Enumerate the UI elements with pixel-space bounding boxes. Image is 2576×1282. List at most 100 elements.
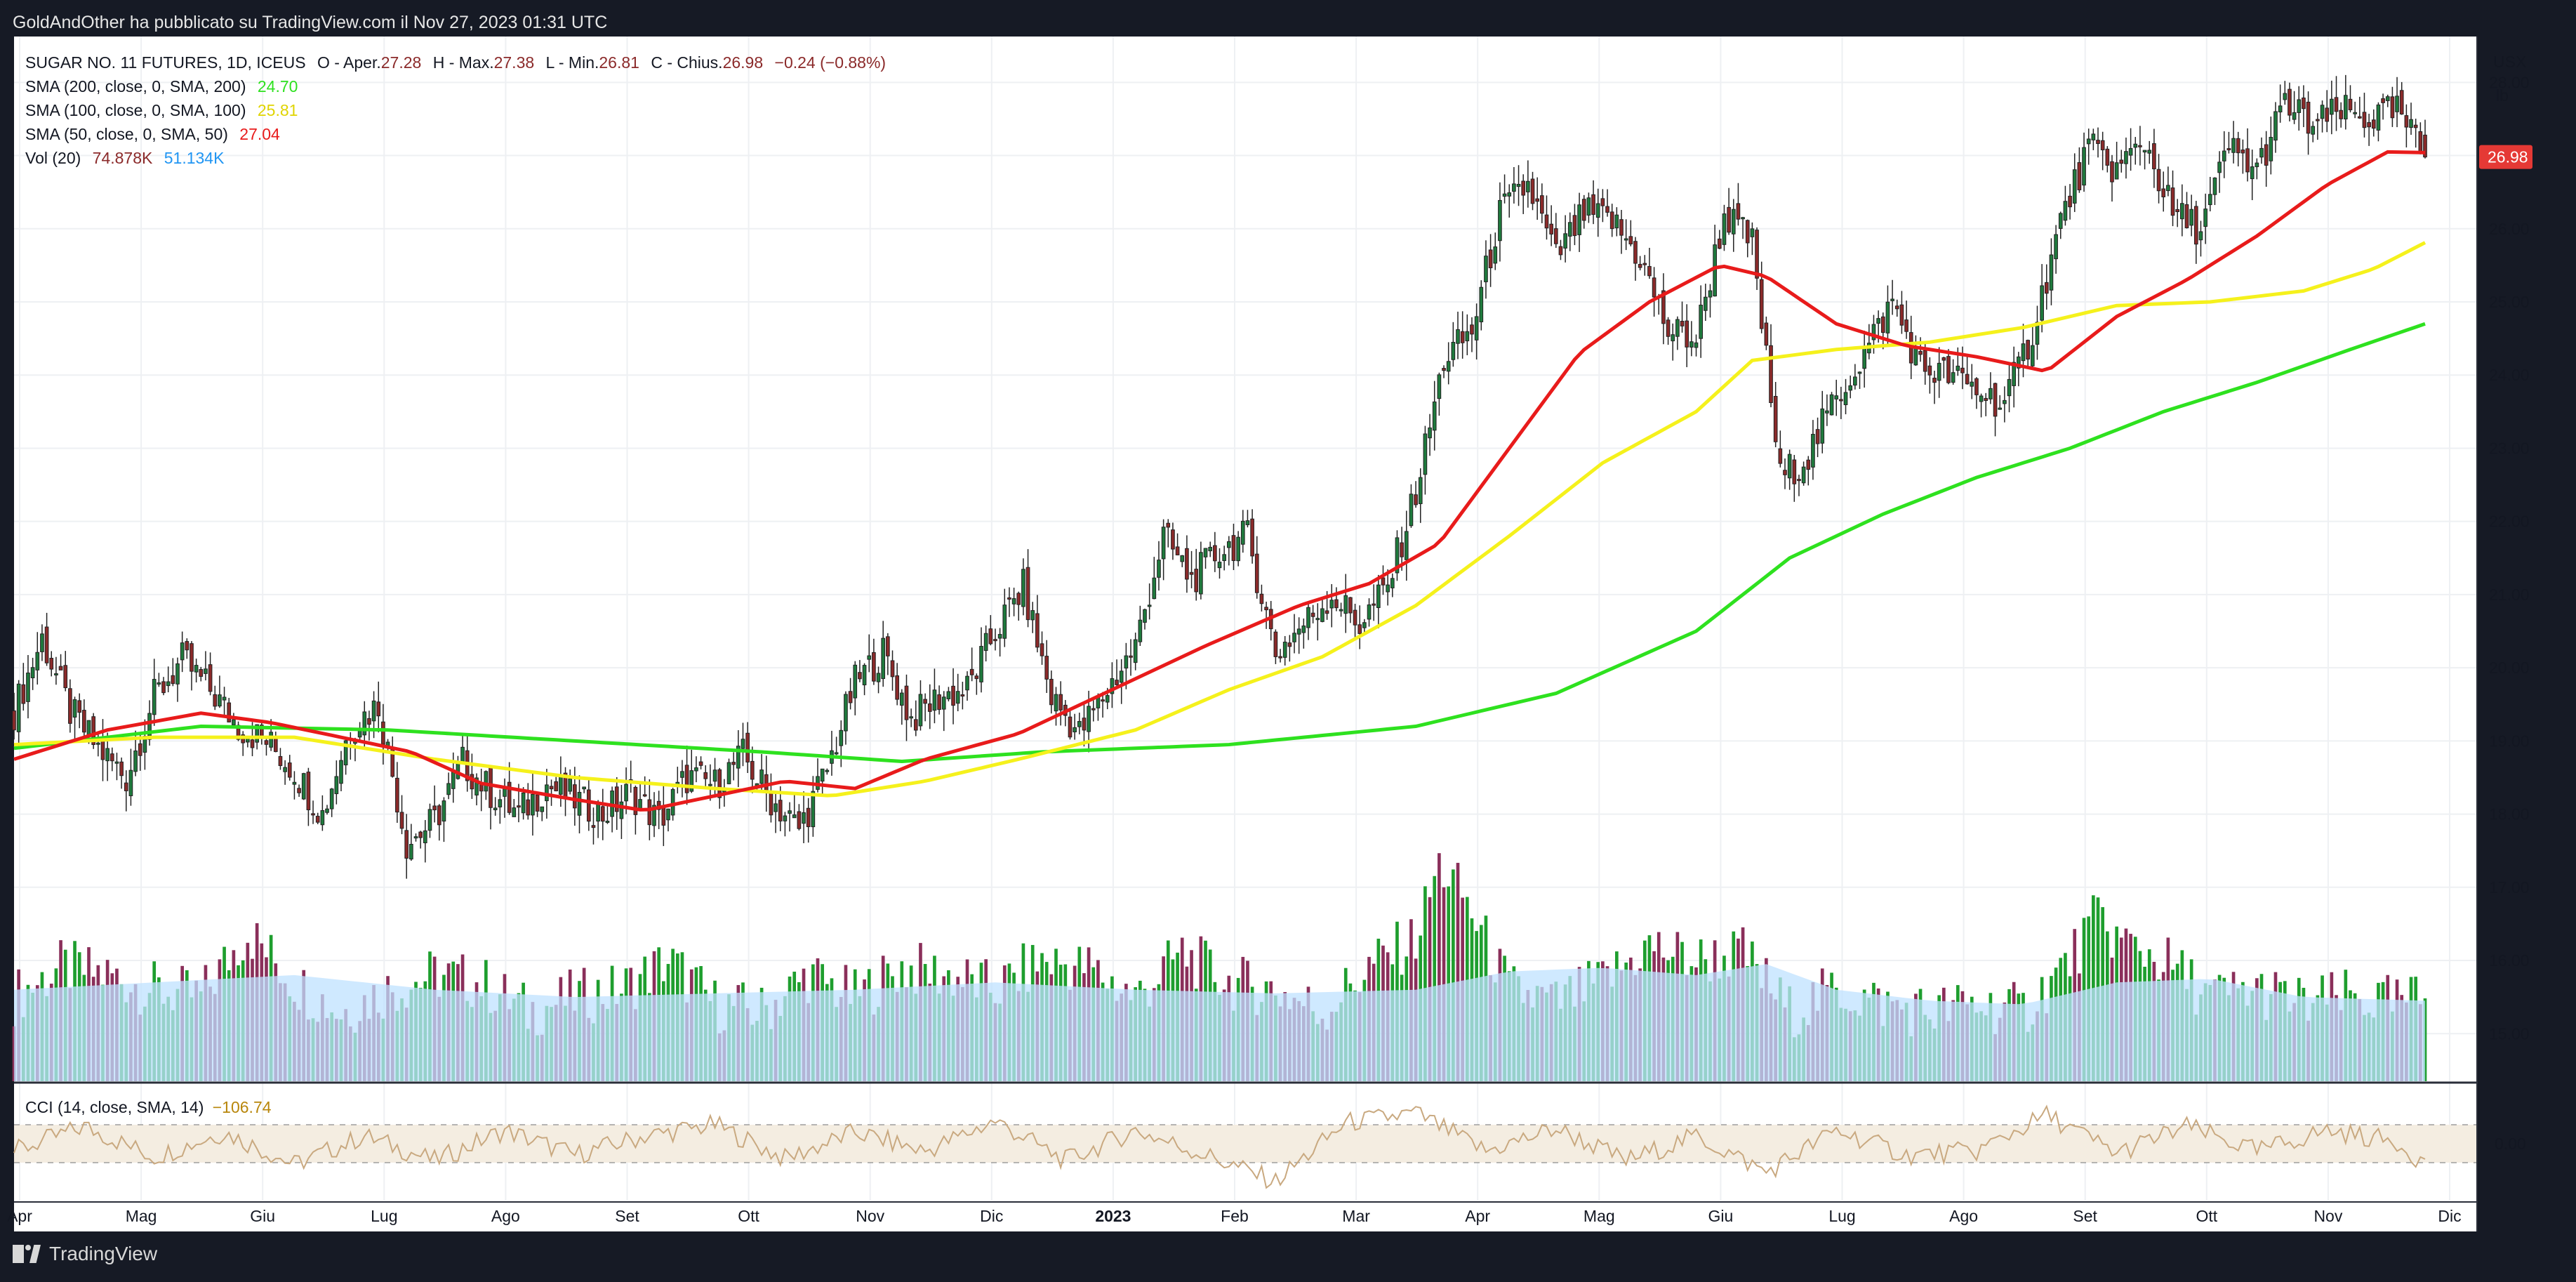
candle-body [1628, 236, 1633, 245]
candle-body [1843, 392, 1848, 406]
candle-body [1727, 206, 1731, 233]
candle-body [26, 673, 30, 702]
candle-body [2273, 111, 2278, 141]
candle-body [1638, 263, 1642, 268]
candle-body [2110, 161, 2114, 183]
candle-body [63, 665, 68, 689]
candle-body [1376, 584, 1381, 609]
candle-body [297, 788, 301, 793]
candle-body [1736, 203, 1741, 220]
candle-body [2367, 122, 2371, 128]
candle-body [951, 685, 955, 706]
candle-body [1526, 180, 1530, 192]
candle-body [2128, 147, 2133, 156]
candle-body [750, 760, 755, 780]
candle-body [283, 767, 287, 772]
tradingview-icon [13, 1245, 41, 1263]
candle-body [1764, 322, 1769, 346]
symbol-legend[interactable]: SUGAR NO. 11 FUTURES, 1D, ICEUS O - Aper… [25, 51, 886, 74]
candle-body [881, 637, 886, 680]
candle-body [927, 703, 932, 712]
candle-body [1254, 553, 1259, 593]
candle-body [2278, 105, 2283, 113]
candle-body [549, 786, 554, 790]
candle-body [988, 628, 993, 645]
candle-body [2283, 93, 2288, 100]
sma100-legend[interactable]: SMA (100, close, 0, SMA, 100) 25.81 [25, 98, 886, 122]
candle-body [670, 788, 675, 816]
candle-body [1087, 706, 1091, 732]
candle-body [1386, 584, 1390, 593]
sma200-legend[interactable]: SMA (200, close, 0, SMA, 200) 24.70 [25, 74, 886, 98]
candle-body [600, 806, 605, 822]
candle-body [208, 664, 213, 692]
candle-body [1292, 633, 1296, 642]
axes: USXlb28.0027.0026.0025.0024.0023.0022.00… [7, 37, 2532, 1231]
candle-body [2040, 285, 2044, 321]
candle-body [451, 772, 456, 789]
candle-body [2255, 162, 2259, 168]
candle-body [1989, 388, 1993, 399]
candle-body [717, 769, 722, 798]
candle-body [1553, 228, 1558, 244]
candle-body [119, 761, 124, 777]
candle-body [484, 771, 489, 792]
candle-body [1432, 401, 1437, 431]
candle-body [1129, 655, 1133, 658]
candle-body [1161, 527, 1166, 560]
cci-legend[interactable]: CCI (14, close, SMA, 14) −106.74 [25, 1098, 272, 1117]
volume-legend[interactable]: Vol (20) 74.878K 51.134K [25, 146, 886, 170]
candle-body [1801, 466, 1806, 484]
candle-body [2259, 147, 2264, 158]
candle-body [437, 805, 441, 826]
candle-body [1871, 324, 1876, 341]
candle-body [1138, 619, 1143, 642]
candle-body [1558, 246, 1563, 256]
candle-body [1264, 607, 1268, 611]
candle-body [1773, 395, 1778, 442]
candle-body [2320, 105, 2325, 119]
candle-body [1839, 399, 1843, 402]
candle-body [2311, 126, 2316, 135]
candle-body [698, 761, 703, 766]
candle-body [689, 770, 694, 792]
candle-body [1418, 477, 1423, 504]
candle-body [82, 710, 86, 733]
candle-body [806, 807, 811, 828]
candle-body [2292, 112, 2297, 120]
candle-body [647, 799, 652, 826]
candle-body [1213, 545, 1217, 562]
candle-body [1423, 433, 1428, 475]
candle-body [1572, 215, 1577, 237]
volume-bar [1433, 875, 1437, 1081]
candle-body [124, 782, 128, 791]
publisher-bar: GoldAndOther ha pubblicato su TradingVie… [0, 0, 2576, 37]
candle-body [862, 665, 867, 686]
candle-body [797, 811, 802, 829]
candle-body [1446, 361, 1451, 372]
candle-body [1301, 625, 1306, 633]
tradingview-logo[interactable]: TradingView [13, 1243, 157, 1265]
price-tick-label: 15.00 [2489, 1024, 2530, 1043]
time-tick-label: Apr [7, 1207, 32, 1225]
time-tick-label: Dic [980, 1207, 1003, 1225]
candle-body [937, 694, 941, 711]
cci-value: −106.74 [212, 1098, 272, 1116]
candle-body [1498, 199, 1502, 242]
candle-body [1652, 277, 1657, 298]
indicator-legend: SUGAR NO. 11 FUTURES, 1D, ICEUS O - Aper… [25, 51, 886, 170]
candle-body [1899, 304, 1904, 326]
candle-body [109, 753, 114, 762]
candle-body [1577, 204, 1581, 235]
candle-body [287, 762, 292, 778]
candle-body [979, 646, 983, 682]
candle-body [1516, 183, 1521, 187]
candle-body [292, 781, 297, 785]
candle-body [1296, 628, 1301, 635]
sma50-legend[interactable]: SMA (50, close, 0, SMA, 50) 27.04 [25, 122, 886, 146]
candle-body [95, 742, 100, 745]
candle-body [1091, 708, 1096, 711]
candle-body [2297, 99, 2302, 113]
candle-body [1591, 194, 1595, 215]
